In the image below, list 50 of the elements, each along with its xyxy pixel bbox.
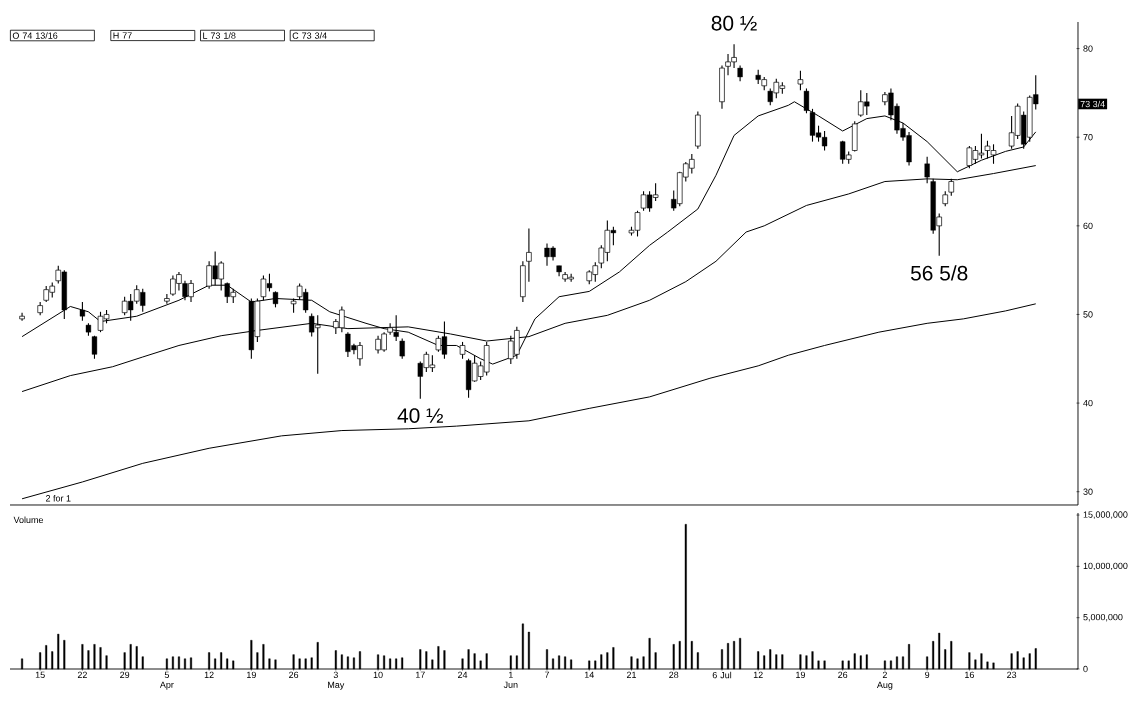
text: 73 3/4 (1080, 100, 1105, 108)
chart-title: Volume (13, 516, 44, 524)
x-tick-label: 21 (626, 671, 637, 678)
x-tick-label: 1 Jun (503, 671, 518, 688)
x-tick-label: 24 (458, 671, 468, 678)
annotation: O 74 13/16 (12, 32, 58, 39)
x-tick-label: 19 (247, 671, 256, 679)
annotation: 2 for 1 (46, 494, 71, 502)
x-tick-label: 22 (77, 671, 87, 678)
x-tick-label: 12 (204, 671, 214, 678)
y-tick-label: 15,000,000 (1083, 511, 1128, 519)
annotation: L 73 1/8 (203, 32, 236, 39)
x-tick-label: 5 Apr (159, 671, 174, 690)
x-tick-label: 7 (544, 671, 550, 678)
candlestick (526, 227, 532, 283)
candlestick (399, 337, 405, 360)
y-tick-label: 50 (1083, 311, 1093, 318)
x-tick-label: 28 (669, 671, 679, 679)
y-tick-label: 5,000,000 (1083, 613, 1123, 622)
x-tick-label: 10 (373, 671, 383, 679)
x-tick-label: 15 (35, 671, 45, 678)
candlestick (797, 70, 804, 91)
x-tick-label: 19 (796, 671, 805, 679)
y-tick-label: 40 (1083, 399, 1093, 407)
x-tick-label: 26 (289, 671, 299, 679)
x-tick-label: 16 (965, 671, 974, 679)
candlestick (79, 301, 86, 322)
annotation: C 73 3/4 (292, 32, 327, 39)
y-tick-label: 10,000,000 (1083, 562, 1128, 571)
x-tick-label: 6 Jul (712, 671, 732, 679)
annotation: 56 5/8 (910, 265, 968, 281)
annotation: H 77 (113, 32, 132, 39)
candlestick (164, 293, 170, 305)
x-tick-label: 29 (120, 671, 130, 679)
y-tick-label: 70 (1083, 134, 1093, 141)
y-tick-label: 30 (1083, 488, 1093, 495)
x-tick-label: 9 (925, 671, 930, 679)
x-tick-label: 23 (1007, 671, 1017, 679)
x-tick-label: 26 (838, 671, 848, 679)
x-tick-label: 17 (416, 671, 425, 678)
y-tick-label: 80 (1083, 45, 1093, 52)
x-tick-label: 3 May (328, 671, 345, 690)
line-series (21, 303, 1037, 500)
y-tick-label: 0 (1083, 665, 1088, 673)
annotation: 40 ½ (397, 408, 443, 423)
annotation: 80 ½ (711, 15, 757, 31)
x-tick-label: 14 (584, 671, 594, 678)
x-tick-label: 2 Aug (876, 671, 893, 690)
y-tick-label: 60 (1083, 222, 1093, 230)
x-tick-label: 12 (753, 671, 763, 678)
